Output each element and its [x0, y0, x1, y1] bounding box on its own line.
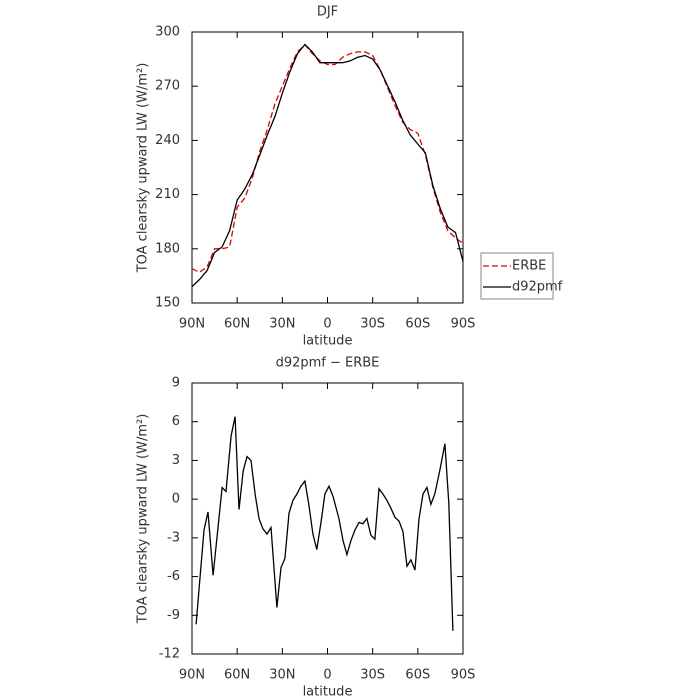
y-tick-label: 270 [155, 79, 180, 94]
x-tick-label: 30S [360, 317, 385, 332]
plot-frame [191, 31, 464, 304]
legend-label: ERBE [512, 259, 546, 274]
y-tick-label: 300 [155, 25, 180, 40]
y-tick-label: 6 [172, 414, 180, 429]
x-tick-label: 60S [405, 317, 430, 332]
y-tick-label: 180 [155, 241, 180, 256]
x-tick-label: 90N [179, 668, 205, 683]
data-line [191, 43, 464, 288]
data-line [195, 416, 454, 631]
y-tick-label: 3 [172, 453, 180, 468]
x-tick-label: 30N [269, 317, 295, 332]
legend-box [480, 252, 554, 300]
x-tick-label: 90S [451, 668, 476, 683]
plot-frame [191, 382, 464, 655]
y-axis-label: TOA clearsky upward LW (W/m²) [136, 63, 151, 274]
y-tick-label: 150 [155, 296, 180, 311]
x-tick-label: 30S [360, 668, 385, 683]
y-tick-label: -12 [159, 647, 180, 662]
data-line [191, 43, 464, 274]
x-axis-label: latitude [303, 334, 353, 349]
y-tick-label: -9 [167, 608, 180, 623]
y-tick-label: 9 [172, 376, 180, 391]
chart-title: DJF [317, 5, 338, 20]
x-tick-label: 0 [323, 317, 331, 332]
y-tick-label: -6 [167, 569, 180, 584]
x-tick-label: 60N [224, 317, 250, 332]
x-tick-label: 60N [224, 668, 250, 683]
x-tick-label: 90S [451, 317, 476, 332]
x-tick-label: 60S [405, 668, 430, 683]
chart-title: d92pmf − ERBE [276, 356, 380, 371]
y-tick-label: 210 [155, 187, 180, 202]
x-tick-label: 30N [269, 668, 295, 683]
y-tick-label: 0 [172, 492, 180, 507]
y-tick-label: 240 [155, 133, 180, 148]
y-tick-label: -3 [167, 530, 180, 545]
x-tick-label: 90N [179, 317, 205, 332]
x-tick-label: 0 [323, 668, 331, 683]
y-axis-label: TOA clearsky upward LW (W/m²) [136, 414, 151, 625]
x-axis-label: latitude [303, 685, 353, 700]
legend-label: d92pmf [512, 280, 563, 295]
